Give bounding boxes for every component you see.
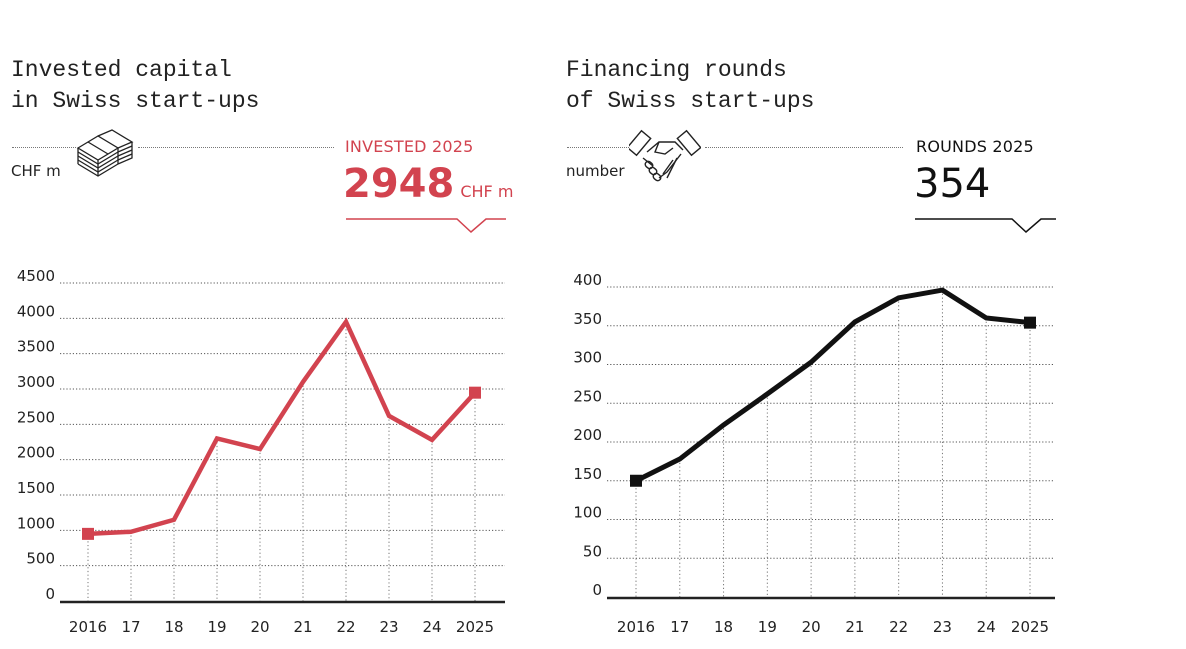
kpi-number: 2948 bbox=[343, 161, 455, 207]
x-tick-label: 18 bbox=[714, 618, 733, 636]
divider bbox=[12, 147, 76, 148]
money-stack-icon bbox=[76, 128, 136, 188]
divider bbox=[567, 147, 629, 148]
y-tick-label: 350 bbox=[573, 310, 602, 328]
line-chart-1: 0 500 1000 1500 2000 2500 3000 3500 4000 4500 2016… bbox=[17, 267, 505, 636]
y-tick-label: 400 bbox=[573, 271, 602, 289]
y-tick-label: 3500 bbox=[17, 338, 55, 356]
y-tick-label: 2500 bbox=[17, 408, 55, 426]
y-tick-label: 4500 bbox=[17, 267, 55, 285]
y-tick-label: 100 bbox=[573, 504, 602, 522]
y-tick-label: 0 bbox=[45, 585, 55, 603]
y-tick-label: 150 bbox=[573, 465, 602, 483]
x-tick-label: 24 bbox=[422, 618, 441, 636]
y-tick-label: 500 bbox=[26, 550, 55, 568]
x-tick-label: 24 bbox=[977, 618, 996, 636]
x-tick-label: 2016 bbox=[69, 618, 107, 636]
y-tick-label: 1500 bbox=[17, 479, 55, 497]
kpi-value: 2948 CHF m bbox=[343, 162, 513, 214]
x-tick-label: 2016 bbox=[617, 618, 655, 636]
series-line bbox=[634, 287, 1031, 483]
x-tick-label: 20 bbox=[250, 618, 269, 636]
x-tick-label: 19 bbox=[758, 618, 777, 636]
endpoint-marker bbox=[469, 386, 481, 399]
kpi-number: 354 bbox=[914, 161, 991, 207]
endpoint-marker bbox=[82, 527, 94, 540]
y-tick-label: 250 bbox=[573, 387, 602, 405]
kpi-pointer bbox=[346, 218, 506, 234]
divider bbox=[138, 147, 334, 148]
y-tick-label: 3000 bbox=[17, 373, 55, 391]
divider bbox=[705, 147, 903, 148]
endpoint-marker bbox=[630, 474, 642, 487]
y-tick-label: 50 bbox=[583, 542, 602, 560]
kpi-value: 354 bbox=[914, 162, 990, 206]
x-tick-label: 22 bbox=[336, 618, 355, 636]
unit-label: number bbox=[566, 162, 625, 180]
right-chart-title: Financing rounds of Swiss start-ups bbox=[566, 57, 815, 114]
x-tick-label: 23 bbox=[933, 618, 952, 636]
kpi-label: INVESTED 2025 bbox=[345, 137, 474, 156]
x-tick-label: 23 bbox=[379, 618, 398, 636]
unit-label: CHF m bbox=[11, 162, 61, 180]
x-tick-label: 21 bbox=[845, 618, 864, 636]
y-tick-label: 1000 bbox=[17, 514, 55, 532]
x-tick-label: 17 bbox=[121, 618, 140, 636]
kpi-pointer bbox=[915, 218, 1056, 234]
handshake-icon bbox=[626, 124, 702, 192]
x-tick-label: 19 bbox=[207, 618, 226, 636]
x-tick-label: 2025 bbox=[1011, 618, 1049, 636]
x-tick-label: 2025 bbox=[456, 618, 494, 636]
kpi-label: ROUNDS 2025 bbox=[916, 137, 1034, 156]
x-tick-label: 18 bbox=[164, 618, 183, 636]
x-tick-label: 22 bbox=[889, 618, 908, 636]
x-tick-label: 17 bbox=[670, 618, 689, 636]
y-tick-label: 2000 bbox=[17, 444, 55, 462]
left-chart-title: Invested capital in Swiss start-ups bbox=[11, 57, 260, 114]
endpoint-marker bbox=[1024, 316, 1036, 329]
y-tick-label: 4000 bbox=[17, 302, 55, 320]
kpi-unit: CHF m bbox=[460, 182, 514, 201]
series-line bbox=[87, 317, 477, 537]
y-tick-label: 200 bbox=[573, 426, 602, 444]
line-chart-2: 0 50 100 150 200 250 300 350 400 2016 17 18 19 20 21 22… bbox=[573, 271, 1055, 636]
y-tick-label: 0 bbox=[592, 581, 602, 599]
y-tick-label: 300 bbox=[573, 349, 602, 367]
x-tick-label: 20 bbox=[802, 618, 821, 636]
x-tick-label: 21 bbox=[293, 618, 312, 636]
